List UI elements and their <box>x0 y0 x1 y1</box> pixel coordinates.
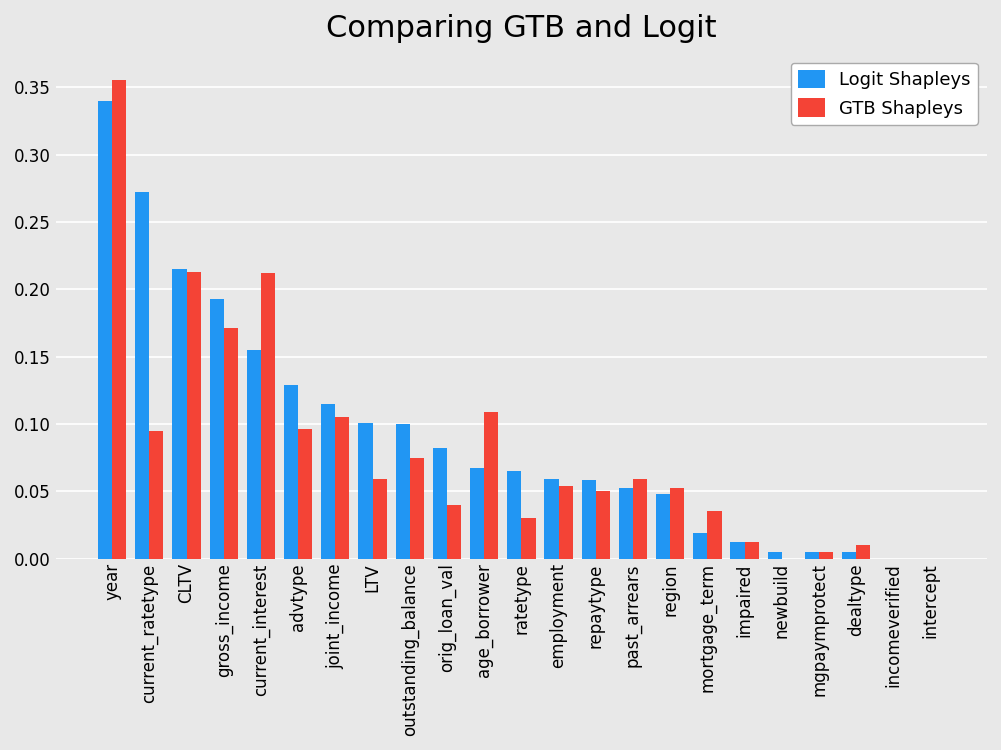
Bar <box>656 494 671 559</box>
Bar <box>223 328 238 559</box>
Bar <box>372 479 386 559</box>
Bar <box>135 192 149 559</box>
Bar <box>856 545 870 559</box>
Bar <box>247 350 261 559</box>
Bar <box>172 269 186 559</box>
Bar <box>209 298 223 559</box>
Bar <box>633 479 647 559</box>
Bar <box>805 552 819 559</box>
Bar <box>731 542 745 559</box>
Bar <box>768 552 782 559</box>
Bar <box>358 422 372 559</box>
Bar <box>582 481 596 559</box>
Bar <box>186 272 200 559</box>
Bar <box>819 552 833 559</box>
Bar <box>409 458 423 559</box>
Bar <box>470 468 484 559</box>
Bar <box>745 542 759 559</box>
Bar <box>321 404 335 559</box>
Bar <box>671 488 685 559</box>
Title: Comparing GTB and Logit: Comparing GTB and Logit <box>326 14 717 43</box>
Bar <box>559 486 573 559</box>
Bar <box>842 552 856 559</box>
Bar <box>98 100 112 559</box>
Bar <box>596 491 610 559</box>
Bar <box>395 424 409 559</box>
Bar <box>522 518 536 559</box>
Bar <box>261 273 275 559</box>
Bar <box>545 479 559 559</box>
Bar <box>149 430 163 559</box>
Bar <box>112 80 126 559</box>
Bar <box>694 533 708 559</box>
Bar <box>284 385 298 559</box>
Bar <box>619 488 633 559</box>
Bar <box>335 417 349 559</box>
Bar <box>484 412 498 559</box>
Bar <box>447 505 461 559</box>
Bar <box>298 429 312 559</box>
Bar <box>432 448 447 559</box>
Bar <box>508 471 522 559</box>
Legend: Logit Shapleys, GTB Shapleys: Logit Shapleys, GTB Shapleys <box>791 62 978 124</box>
Bar <box>708 512 722 559</box>
